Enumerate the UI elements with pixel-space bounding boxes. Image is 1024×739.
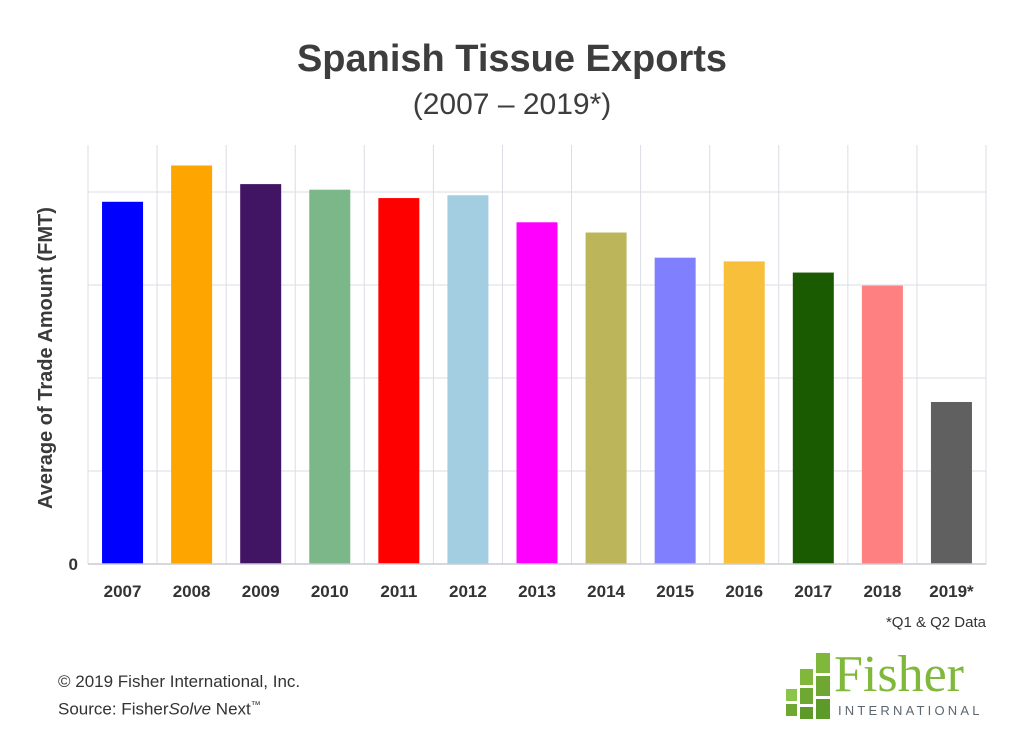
x-tick-label-2010: 2010	[311, 582, 349, 601]
x-tick-label-2016: 2016	[725, 582, 763, 601]
x-tick-label-2018: 2018	[863, 582, 901, 601]
x-tick-label-2019: 2019*	[929, 582, 974, 601]
bar-2014	[585, 232, 627, 564]
bar-2013	[516, 222, 558, 564]
x-tick-label-2011: 2011	[380, 582, 417, 601]
copyright-text: © 2019 Fisher International, Inc.	[58, 672, 301, 691]
x-tick-label-2008: 2008	[173, 582, 211, 601]
trademark-symbol: ™	[250, 700, 261, 711]
x-tick-label-2007: 2007	[104, 582, 142, 601]
y-axis-label: Average of Trade Amount (FMT)	[35, 207, 57, 509]
x-tick-label-2012: 2012	[449, 582, 487, 601]
x-tick-label-2017: 2017	[794, 582, 832, 601]
x-tick-label-2015: 2015	[656, 582, 694, 601]
credits: © 2019 Fisher International, Inc. Source…	[58, 670, 300, 722]
bar-2015	[654, 257, 696, 564]
bar-2010	[309, 189, 351, 564]
logo-tagline: INTERNATIONAL	[838, 703, 983, 718]
x-tick-label-2013: 2013	[518, 582, 556, 601]
y-tick-label-0: 0	[69, 555, 78, 574]
bar-2017	[792, 272, 834, 564]
source-text: Source: FisherSolve Next™	[58, 694, 300, 722]
bar-2011	[378, 198, 420, 564]
bar-2009	[240, 184, 282, 564]
fisher-logo: Fisher INTERNATIONAL	[786, 646, 986, 721]
bar-2016	[723, 261, 765, 564]
bar-2012	[447, 195, 489, 564]
chart-footnote: *Q1 & Q2 Data	[885, 614, 986, 631]
bar-2007	[102, 201, 144, 564]
source-italic: Solve	[168, 699, 212, 719]
source-suffix: Next	[211, 699, 251, 719]
chart-title: Spanish Tissue Exports	[296, 38, 728, 80]
source-prefix: Source: Fisher	[58, 699, 169, 719]
bar-2019	[930, 401, 972, 564]
x-tick-label-2009: 2009	[242, 582, 280, 601]
bar-2018	[861, 285, 903, 564]
logo-blocks-icon	[786, 653, 830, 719]
bar-2008	[171, 165, 213, 565]
chart-subtitle: (2007 – 2019*)	[412, 88, 612, 121]
x-tick-label-2014: 2014	[587, 582, 625, 601]
logo-wordmark: Fisher	[834, 646, 964, 703]
